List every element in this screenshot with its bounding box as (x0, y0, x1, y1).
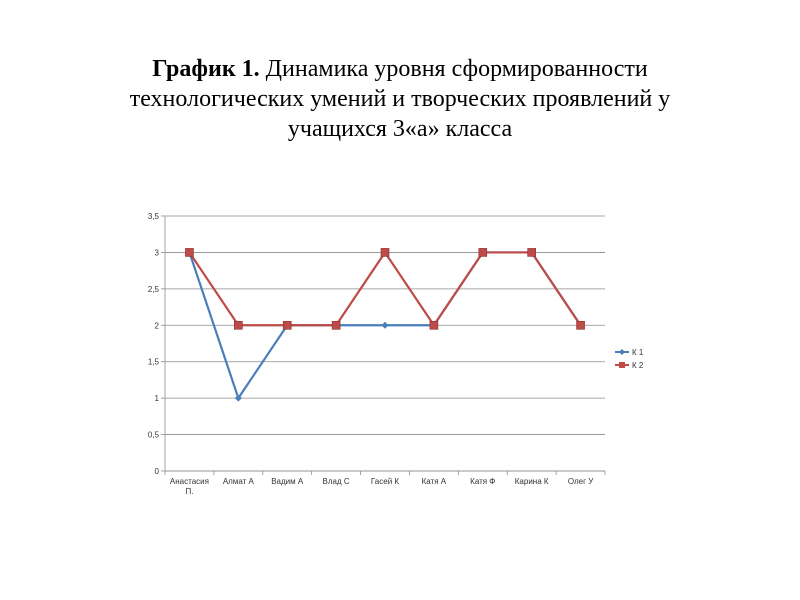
chart-title-line-2: технологических умений и творческих проя… (129, 86, 671, 112)
x-tick-label: Анастасия П. (170, 477, 209, 496)
data-point-diamond (234, 394, 242, 402)
series-lines (185, 248, 585, 402)
x-tick-label: Катя А (422, 477, 447, 486)
y-tick-label: 1 (155, 394, 160, 403)
chart-title-bold: График 1. (152, 56, 260, 82)
y-tick-label: 1,5 (148, 358, 160, 367)
y-tick-label: 3 (155, 248, 160, 257)
y-tick-label: 3,5 (148, 212, 160, 221)
data-point-square (282, 320, 292, 330)
x-tick-label: Карина К (515, 477, 549, 486)
x-tick-label: Гасей К (371, 477, 399, 486)
y-tick-label: 2,5 (148, 285, 160, 294)
data-point-square (234, 320, 243, 330)
y-tick-label: 0 (155, 467, 160, 476)
x-tick-label: Вадим А (271, 477, 304, 486)
data-point-square (380, 248, 390, 257)
data-point-square (478, 248, 488, 257)
data-point-square (429, 320, 439, 330)
x-tick-label: Олег У (568, 477, 594, 486)
legend: К 1К 2 (615, 348, 644, 370)
data-point-square (576, 320, 585, 330)
legend-label: К 2 (632, 361, 644, 370)
chart-title-line-1: Динамика уровня сформированности (265, 56, 648, 82)
chart-title: График 1. Динамика уровня сформированнос… (40, 54, 760, 144)
legend-marker-diamond (619, 349, 625, 355)
axes: 0 0,5 1 1,5 2 2,5 3 3,5 Анастасия П. Алмат А Вадим … (148, 212, 606, 496)
x-tick-label: Алмат А (223, 477, 255, 486)
y-tick-label: 2 (155, 321, 160, 330)
data-point-square (331, 320, 341, 330)
data-point-square (527, 248, 536, 257)
chart-title-line-3: учащихся 3«а» класса (287, 116, 513, 142)
y-tick-label: 0,5 (148, 431, 160, 440)
legend-marker-square (619, 362, 625, 368)
x-tick-label: Влад С (323, 477, 350, 486)
data-point-square (185, 248, 194, 257)
legend-label: К 1 (632, 348, 644, 357)
data-point-diamond (381, 321, 389, 329)
x-tick-label: Катя Ф (470, 477, 495, 486)
